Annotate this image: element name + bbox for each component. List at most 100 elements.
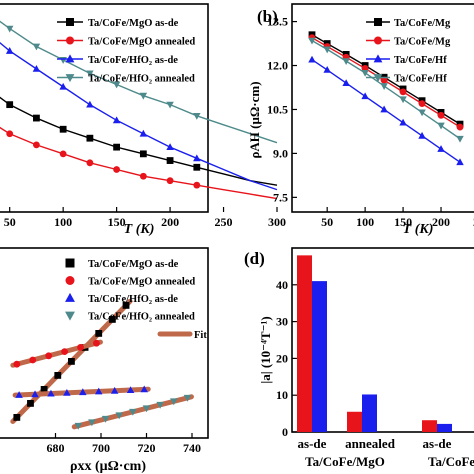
- panel-c-fit-line: [10, 339, 103, 368]
- panel-d-group-sub-2: Ta/CoFe: [428, 454, 474, 469]
- panel-b-legend-label: Ta/CoFe/Mg: [394, 18, 451, 29]
- panel-d-y-tick-label: 40: [276, 278, 288, 292]
- panel-d-y-axis-label: |a| (10⁻⁴T⁻¹): [258, 316, 273, 383]
- panel-c-data-point: [15, 391, 23, 398]
- panel-c-data-point: [170, 398, 178, 406]
- panel-a-data-point: [193, 181, 201, 189]
- panel-a-x-tick-label: 150: [108, 215, 126, 229]
- panel-c-data-point: [156, 401, 164, 409]
- panel-c-data-point: [88, 419, 96, 427]
- panel-d-bar: [312, 281, 327, 432]
- panel-c-frame: [0, 247, 209, 439]
- panel-c-data-point: [68, 358, 75, 365]
- panel-a-data-point: [6, 101, 14, 109]
- panel-c-data-point: [126, 386, 135, 393]
- panel-d-group-sub-1: Ta/CoFe/MgO: [305, 454, 385, 469]
- panel-c-data-point: [29, 356, 37, 364]
- panel-a-legend-marker: [66, 36, 74, 45]
- panel-a-data-point: [32, 64, 41, 72]
- panel-c-data-point: [45, 352, 53, 360]
- panel-c-data-point: [115, 412, 123, 420]
- panel-c-legend-marker: [65, 258, 75, 268]
- panel-b-data-point: [380, 105, 388, 113]
- panel-a-x-tick-label: 300: [268, 215, 286, 229]
- panel-d-bar: [347, 411, 362, 432]
- panel-b-y-tick-label: 13.5: [267, 15, 288, 29]
- panel-a-data-point: [193, 154, 201, 162]
- panel-b-legend-marker: [373, 54, 383, 63]
- panel-a-series-line: [0, 20, 278, 144]
- panel-c-data-point: [94, 387, 103, 395]
- panel-a-data-point: [86, 70, 94, 78]
- panel-d-y-tick-label: 30: [276, 315, 288, 329]
- panel-b-data-point: [437, 111, 445, 119]
- panel-b-label: (b): [257, 7, 278, 26]
- panel-a-data-point: [139, 92, 148, 100]
- panel-b-data-point: [456, 135, 464, 143]
- panel-c-data-point: [77, 344, 84, 351]
- panel-c-data-point: [129, 408, 137, 416]
- panel-c-data-point: [27, 400, 34, 407]
- panel-a-data-point: [139, 172, 147, 180]
- panel-c: 680 700 720 740 Ta/CoFe/MgO as-de Ta/CoFe/MgO…: [0, 247, 209, 455]
- panel-b-x-tick-label: 200: [432, 215, 450, 229]
- panel-d-bar: [297, 255, 312, 432]
- panel-c-data-point: [95, 330, 103, 337]
- panel-a: 50 100 150 200 250 300 Ta/CoFe/MgO as-de Ta/CoF…: [0, 3, 286, 229]
- panel-b-data-point: [380, 76, 388, 84]
- panel-d-bar: [362, 394, 377, 432]
- panel-a-data-point: [193, 163, 201, 171]
- panel-a-data-point: [139, 129, 148, 137]
- panel-a-x-tick-label: 50: [4, 215, 16, 229]
- panel-c-data-point: [122, 302, 130, 309]
- panel-b-legend-label: Ta/CoFe/Mg: [394, 37, 451, 48]
- panel-d-y-tick-label: 10: [276, 388, 288, 402]
- panel-c-data-point: [47, 389, 55, 397]
- panel-c-data-point: [183, 394, 192, 402]
- panel-b-y-axis-label: ρAH (μΩ·cm): [247, 81, 262, 158]
- panel-a-frame: [0, 3, 209, 213]
- panel-a-data-point: [59, 82, 67, 90]
- panel-a-data-point: [5, 25, 14, 33]
- panel-c-x-tick-label: 720: [138, 441, 156, 455]
- panel-a-legend-marker: [65, 54, 75, 63]
- panel-c-data-point: [93, 339, 100, 347]
- panel-c-data-point: [63, 388, 71, 396]
- panel-a-x-tick-label: 100: [54, 215, 72, 229]
- panel-a-legend-label: Ta/CoFe/MgO as-de: [88, 18, 179, 29]
- panel-b-data-point: [456, 123, 464, 131]
- panel-c-data-point: [61, 348, 68, 355]
- panel-b-data-point: [342, 79, 350, 86]
- panel-d-bar: [437, 423, 452, 432]
- panel-b-frame: [291, 3, 474, 213]
- panel-a-data-point: [86, 159, 94, 167]
- panel-b-y-tick-label: 7.5: [273, 190, 288, 204]
- panel-a-data-point: [86, 134, 94, 142]
- panel-b-x-tick-label: 150: [394, 215, 412, 229]
- panel-a-data-point: [113, 166, 121, 173]
- panel-a-legend-label: Ta/CoFe/HfO₂ annealed: [88, 74, 195, 85]
- panel-a-series-line: [0, 41, 278, 191]
- panel-b-data-point: [342, 58, 350, 66]
- panel-b-data-point: [361, 69, 369, 77]
- panel-b-legend-label: Ta/CoFe/Hf: [394, 74, 447, 85]
- panel-a-data-point: [32, 43, 41, 51]
- panel-b-legend-label: Ta/CoFe/Hf: [394, 55, 447, 66]
- panel-b-data-point: [323, 46, 331, 54]
- panel-a-data-point: [139, 150, 147, 158]
- panel-b-data-point: [418, 131, 426, 139]
- panel-b-data-point: [399, 96, 407, 104]
- panel-d-frame: [291, 247, 474, 433]
- panel-c-data-point: [108, 316, 116, 323]
- panel-b-x-tick-label: 50: [321, 215, 333, 229]
- panel-c-x-tick-label: 680: [47, 441, 65, 455]
- panel-b-x-axis-label: T (K): [403, 222, 434, 237]
- panel-b-data-point: [308, 55, 316, 63]
- panel-a-legend-label: Ta/CoFe/MgO annealed: [88, 37, 195, 48]
- panel-a-data-point: [193, 112, 201, 120]
- panel-d-group-label-2: annealed: [345, 436, 396, 451]
- panel-c-legend-label: Ta/CoFe/MgO as-de: [88, 259, 179, 270]
- panel-a-data-point: [166, 177, 174, 185]
- panel-b-y-tick-label: 9.0: [273, 146, 288, 160]
